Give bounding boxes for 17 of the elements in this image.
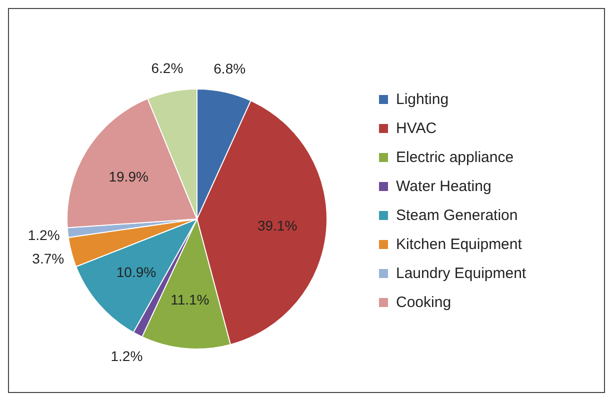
legend-label: Electric appliance (396, 148, 514, 166)
data-label: 39.1% (257, 218, 298, 234)
legend-label: Cooking (396, 294, 452, 310)
data-label: 11.1% (170, 291, 210, 308)
data-label: 10.9% (116, 264, 156, 280)
data-label: 6.2% (151, 60, 184, 76)
legend-label: Kitchen Equipment (396, 236, 522, 252)
data-label: 1.2% (110, 348, 143, 364)
legend-label: Steam Generation (396, 206, 518, 224)
data-label: 6.8% (214, 60, 246, 76)
data-label: 19.9% (108, 168, 148, 184)
legend-label: Lighting (396, 90, 449, 108)
legend-label: Laundry Equipment (396, 264, 526, 282)
legend-label: Water Heating (396, 178, 492, 194)
legend-label: HVAC (396, 120, 437, 136)
data-label: 1.2% (28, 227, 60, 244)
data-label: 3.7% (32, 250, 64, 266)
